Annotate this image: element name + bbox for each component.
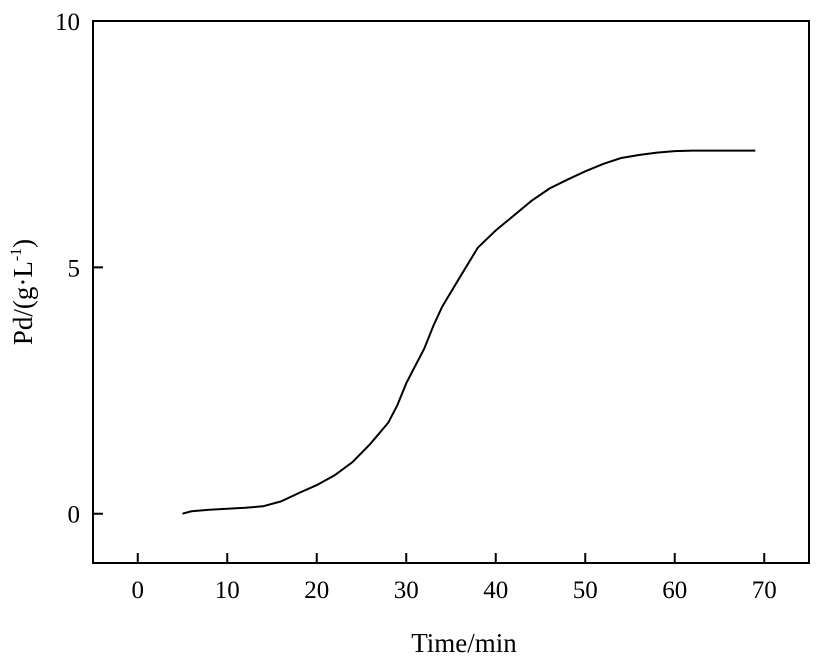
x-tick-label: 60 — [662, 577, 687, 604]
y-tick-label: 0 — [68, 502, 81, 529]
series-line — [182, 149, 756, 515]
x-tick-label: 70 — [752, 577, 777, 604]
x-tick-label: 30 — [394, 577, 419, 604]
y-axis-title-superscript: -1 — [8, 248, 25, 261]
plot-frame — [92, 20, 810, 564]
y-axis-title-close: ) — [8, 239, 38, 248]
x-tick-label: 40 — [483, 577, 508, 604]
y-axis-title-main: Pd/(g·L — [8, 261, 38, 345]
x-axis-title: Time/min — [411, 628, 517, 658]
x-axis: 0 10 20 30 40 50 60 70 — [132, 553, 777, 604]
y-axis-title: Pd/(g·L-1) — [8, 239, 38, 345]
y-axis: 0 5 10 — [55, 9, 103, 529]
x-tick-label: 0 — [132, 577, 145, 604]
y-tick-label: 10 — [55, 9, 80, 36]
x-tick-label: 50 — [573, 577, 598, 604]
x-tick-label: 20 — [304, 577, 329, 604]
x-tick-label: 10 — [215, 577, 240, 604]
y-tick-label: 5 — [68, 255, 81, 282]
